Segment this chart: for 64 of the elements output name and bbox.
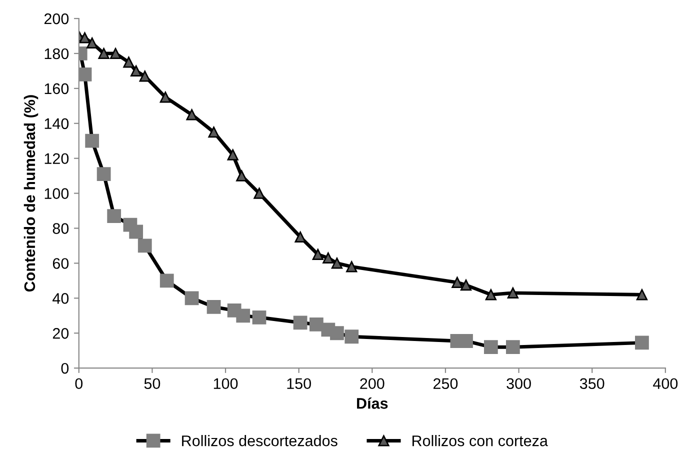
legend-label: Rollizos con corteza xyxy=(412,435,548,446)
point xyxy=(139,70,150,82)
point xyxy=(123,56,134,68)
y-tick-label: 160 xyxy=(44,83,69,94)
y-tick-label: 20 xyxy=(52,328,69,339)
x-tick-label: 0 xyxy=(75,378,83,390)
point xyxy=(96,167,111,182)
point xyxy=(484,340,498,354)
x-tick-label: 100 xyxy=(214,378,238,390)
y-tick-label: 200 xyxy=(44,13,69,24)
point xyxy=(107,209,122,223)
point xyxy=(78,68,92,82)
legend-label: Rollizos descortezados xyxy=(182,435,338,446)
x-tick-label: 350 xyxy=(580,378,604,390)
point xyxy=(293,316,308,330)
point xyxy=(294,231,306,243)
y-tick-label: 100 xyxy=(44,188,69,199)
point xyxy=(460,280,472,291)
x-tick-label: 50 xyxy=(144,378,160,390)
y-tick-label: 180 xyxy=(44,48,69,60)
point xyxy=(129,224,144,239)
x-axis-title: Días xyxy=(357,397,388,409)
point xyxy=(160,274,174,288)
x-tick-label: 200 xyxy=(360,378,384,390)
point xyxy=(186,109,198,120)
point xyxy=(346,261,358,272)
point xyxy=(160,92,171,103)
point xyxy=(635,336,649,350)
point xyxy=(138,238,152,253)
point xyxy=(309,317,324,332)
x-tick-label: 300 xyxy=(506,378,531,390)
y-tick-label: 40 xyxy=(52,293,69,304)
point xyxy=(506,340,520,354)
point xyxy=(252,310,266,324)
y-tick-label: 140 xyxy=(44,118,69,130)
y-tick-label: 80 xyxy=(52,223,69,234)
point xyxy=(507,287,518,298)
y-tick-label: 120 xyxy=(44,153,69,164)
point xyxy=(98,48,110,60)
point xyxy=(485,289,496,300)
point xyxy=(344,330,359,344)
y-tick-label: 0 xyxy=(61,362,69,374)
point xyxy=(236,170,248,182)
point xyxy=(254,188,265,199)
x-tick-label: 250 xyxy=(433,378,458,390)
point xyxy=(636,289,648,300)
y-axis-title: Contenido de humedad (%) xyxy=(24,95,38,292)
point xyxy=(227,149,238,160)
y-tick-label: 60 xyxy=(52,258,69,269)
point xyxy=(331,258,343,269)
point xyxy=(236,308,250,323)
point xyxy=(85,134,100,148)
point xyxy=(330,326,344,340)
point xyxy=(79,32,90,44)
point xyxy=(184,291,199,306)
point xyxy=(312,248,324,260)
point xyxy=(208,126,220,138)
x-tick-label: 150 xyxy=(287,378,311,390)
point xyxy=(110,48,122,60)
point xyxy=(452,276,463,288)
point xyxy=(130,65,142,77)
point xyxy=(322,252,334,264)
x-tick-label: 400 xyxy=(653,378,678,390)
point xyxy=(206,300,221,314)
